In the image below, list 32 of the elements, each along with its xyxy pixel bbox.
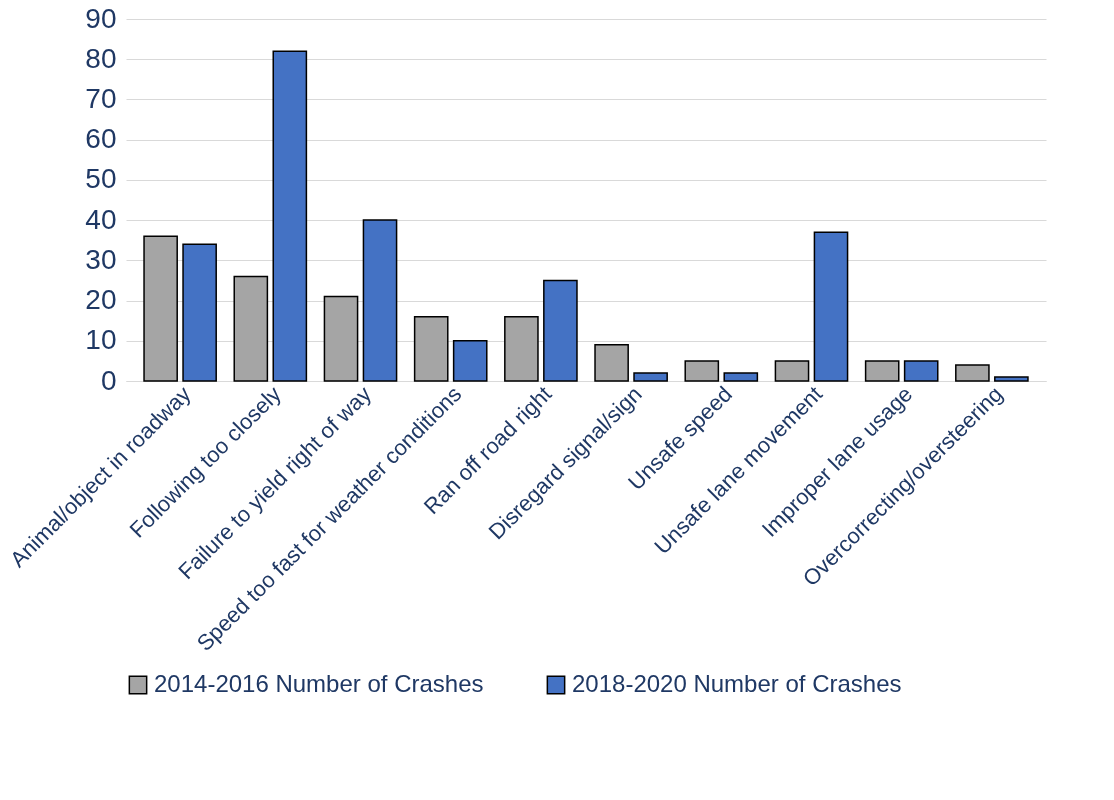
bar [994, 376, 1029, 382]
bar [413, 315, 449, 382]
bar [323, 295, 359, 382]
y-tick-label: 50 [85, 163, 117, 195]
y-tick-label: 90 [85, 2, 117, 34]
y-tick-label: 30 [85, 243, 117, 275]
bar [182, 243, 217, 382]
bar [903, 360, 939, 382]
bar [272, 50, 308, 382]
y-tick-label: 60 [85, 123, 117, 155]
bar [723, 372, 759, 382]
bar [543, 279, 578, 382]
bar [452, 340, 488, 382]
legend-label: 2014-2016 Number of Crashes [154, 670, 484, 697]
bar [955, 364, 990, 382]
bar [362, 219, 398, 382]
y-tick-label: 10 [85, 324, 117, 356]
bar [143, 235, 178, 382]
y-tick-label: 0 [100, 364, 117, 396]
bar [594, 344, 629, 382]
legend-label: 2018-2020 Number of Crashes [572, 670, 902, 697]
y-tick-label: 20 [85, 284, 117, 316]
bar [233, 275, 269, 382]
y-tick-label: 80 [85, 42, 117, 74]
y-tick-label: 70 [85, 82, 117, 114]
bar [504, 315, 539, 382]
bar [633, 372, 668, 382]
bar [813, 231, 849, 382]
y-tick-label: 40 [85, 203, 117, 235]
bar [864, 360, 900, 382]
bar [684, 360, 720, 382]
bar [774, 360, 810, 382]
